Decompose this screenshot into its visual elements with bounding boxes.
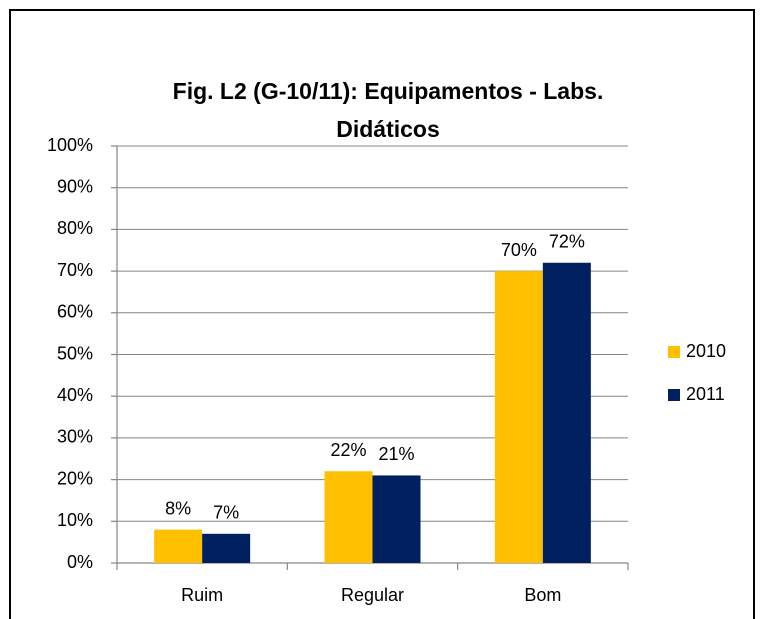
bar [202, 533, 251, 563]
chart-title: Fig. L2 (G-10/11): Equipamentos - Labs. … [172, 78, 604, 142]
x-tick-label: Bom [524, 585, 561, 605]
legend-swatch [668, 389, 680, 401]
chart-frame [9, 9, 755, 619]
legend-label: 2010 [686, 341, 726, 361]
y-tick-label: 50% [57, 343, 93, 363]
bar [494, 271, 543, 563]
y-tick-label: 90% [57, 176, 93, 196]
x-tick-label: Regular [341, 585, 404, 605]
legend-swatch [668, 346, 680, 358]
value-label: 7% [213, 503, 239, 523]
x-tick-label: Ruim [181, 585, 223, 605]
y-tick-label: 40% [57, 385, 93, 405]
y-tick-label: 100% [47, 135, 93, 155]
y-tick-label: 70% [57, 260, 93, 280]
value-label: 8% [165, 498, 191, 518]
value-label: 70% [501, 240, 537, 260]
y-tick-label: 30% [57, 427, 93, 447]
bar [542, 262, 591, 563]
value-label: 22% [330, 440, 366, 460]
bar [372, 475, 421, 563]
y-tick-label: 80% [57, 218, 93, 238]
y-tick-label: 0% [67, 552, 93, 572]
bar [154, 529, 203, 563]
value-label: 72% [549, 232, 585, 252]
bar [324, 471, 373, 563]
value-label: 21% [378, 444, 414, 464]
y-tick-label: 60% [57, 302, 93, 322]
y-tick-label: 10% [57, 510, 93, 530]
y-tick-label: 20% [57, 468, 93, 488]
legend-label: 2011 [686, 384, 725, 404]
